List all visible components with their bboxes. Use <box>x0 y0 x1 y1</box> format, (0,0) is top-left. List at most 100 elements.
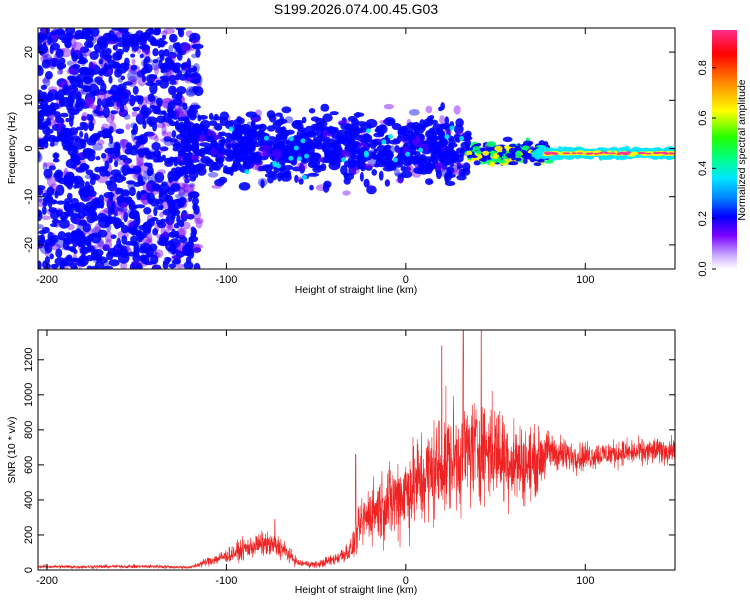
spectrogram-blob <box>228 126 234 132</box>
spectrogram-blob <box>433 129 445 136</box>
spectrogram-blob <box>64 232 74 238</box>
spectrogram-blob <box>191 53 198 59</box>
spectrogram-blob <box>363 163 376 168</box>
spectrogram-blob <box>292 166 302 172</box>
spectrogram-blob <box>185 134 193 145</box>
spectrogram-blob <box>167 223 174 231</box>
spectrogram-blob <box>148 132 158 140</box>
spectrogram-y-label: Frequency (Hz) <box>6 112 18 184</box>
spectrogram-blob <box>322 183 330 193</box>
spectrogram-blob <box>145 150 153 160</box>
spectrogram-blob <box>178 202 185 208</box>
spectrogram-blob <box>288 155 294 161</box>
spectrogram-blob <box>73 249 78 255</box>
spectrogram-blob <box>80 180 85 185</box>
spectrogram-blob <box>341 137 352 147</box>
spectrogram-blob <box>57 89 66 98</box>
spectrogram-blob <box>54 190 59 199</box>
spectrogram-blob <box>168 231 178 238</box>
spectrogram-blob <box>38 64 43 71</box>
spectrogram-blob <box>523 154 529 160</box>
spectrogram-blob <box>42 41 47 52</box>
spectrogram-blob <box>167 100 176 110</box>
spectrogram-blob <box>439 115 446 125</box>
spectrogram-x-label: Height of straight line (km) <box>295 284 418 296</box>
spectrogram-blob <box>116 207 128 213</box>
spectrogram-blob <box>185 89 196 98</box>
spectrogram-blob <box>515 152 522 158</box>
spectrogram-blob <box>38 194 43 203</box>
spectrogram-blob <box>100 82 107 92</box>
spectrogram-blob <box>156 107 161 113</box>
spectrogram-blob <box>114 173 125 184</box>
spectrogram-blob <box>226 143 232 150</box>
spectrogram-blob <box>110 110 118 115</box>
spectrogram-blob <box>88 83 99 95</box>
spectrogram-blob <box>102 244 110 252</box>
spectrogram-blob <box>365 165 373 171</box>
spectrogram-blob <box>296 162 308 171</box>
spectrogram-blob <box>43 195 54 203</box>
spectrogram-blob <box>190 78 201 84</box>
spectrogram-blob <box>38 224 44 230</box>
spectrogram-blob <box>626 154 636 157</box>
spectrogram-blob <box>168 263 177 269</box>
spectrogram-blob <box>401 127 407 137</box>
spectrogram-blob <box>113 210 118 217</box>
spectrogram-blob <box>88 121 95 132</box>
spectrogram-blob <box>449 151 461 158</box>
spectrogram-blob <box>79 66 86 75</box>
spectrogram-blob <box>509 161 519 166</box>
spectrogram-blob <box>146 226 151 234</box>
spectrogram-blob <box>178 42 191 52</box>
spectrogram-blob <box>190 226 196 233</box>
spectrogram-blob <box>207 171 219 178</box>
spectrogram-blob <box>74 29 85 39</box>
spectrogram-blob <box>88 245 95 252</box>
spectrogram-blob <box>431 147 436 156</box>
spectrogram-blob <box>120 208 126 220</box>
spectrogram-blob <box>41 59 51 69</box>
spectrogram-blob <box>171 259 181 265</box>
colorbar-tick-label: 0.8 <box>697 60 709 75</box>
spectrogram-blob <box>218 176 228 184</box>
spectrogram-blob <box>185 256 192 264</box>
spectrogram-blob <box>137 148 146 158</box>
spectrogram-blob <box>486 141 497 148</box>
spectrogram-blob <box>70 257 81 263</box>
spectrogram-blob <box>198 114 208 120</box>
spectrogram-blob <box>406 122 416 128</box>
spectrogram-blob <box>118 160 130 166</box>
spectrogram-blob <box>263 135 269 141</box>
spectrogram-blob <box>219 111 229 120</box>
spectrogram-y-tick-label: -20 <box>23 237 35 253</box>
spectrogram-blob <box>508 147 517 154</box>
spectrogram-blob <box>149 243 158 252</box>
spectrogram-blob <box>142 182 153 192</box>
spectrogram-blob <box>515 157 522 162</box>
spectrogram-blob <box>668 152 674 155</box>
spectrogram-blob <box>251 117 262 122</box>
spectrogram-blob <box>365 118 378 128</box>
spectrogram-blob <box>312 165 323 173</box>
spectrogram-x-tick-label: -100 <box>215 274 237 286</box>
spectrogram-blob <box>150 254 159 265</box>
spectrogram-blob <box>121 235 128 245</box>
spectrogram-blob <box>188 238 194 249</box>
spectrogram-blob <box>128 221 137 234</box>
spectrogram-blob <box>161 130 168 137</box>
spectrogram-blob <box>177 123 188 134</box>
spectrogram-blob <box>173 222 180 229</box>
spectrogram-blob <box>167 257 172 262</box>
spectrogram-blob <box>299 141 312 152</box>
spectrogram-blob <box>153 206 158 217</box>
spectrogram-blob <box>140 254 150 265</box>
spectrogram-blob <box>183 184 194 194</box>
spectrogram-blob <box>154 64 159 75</box>
spectrogram-blob <box>416 124 427 130</box>
spectrogram-blob <box>309 139 322 148</box>
spectrogram-blob <box>97 240 105 250</box>
spectrogram-blob <box>429 114 435 120</box>
spectrogram-blob <box>38 138 44 148</box>
spectrogram-blob <box>341 117 347 124</box>
